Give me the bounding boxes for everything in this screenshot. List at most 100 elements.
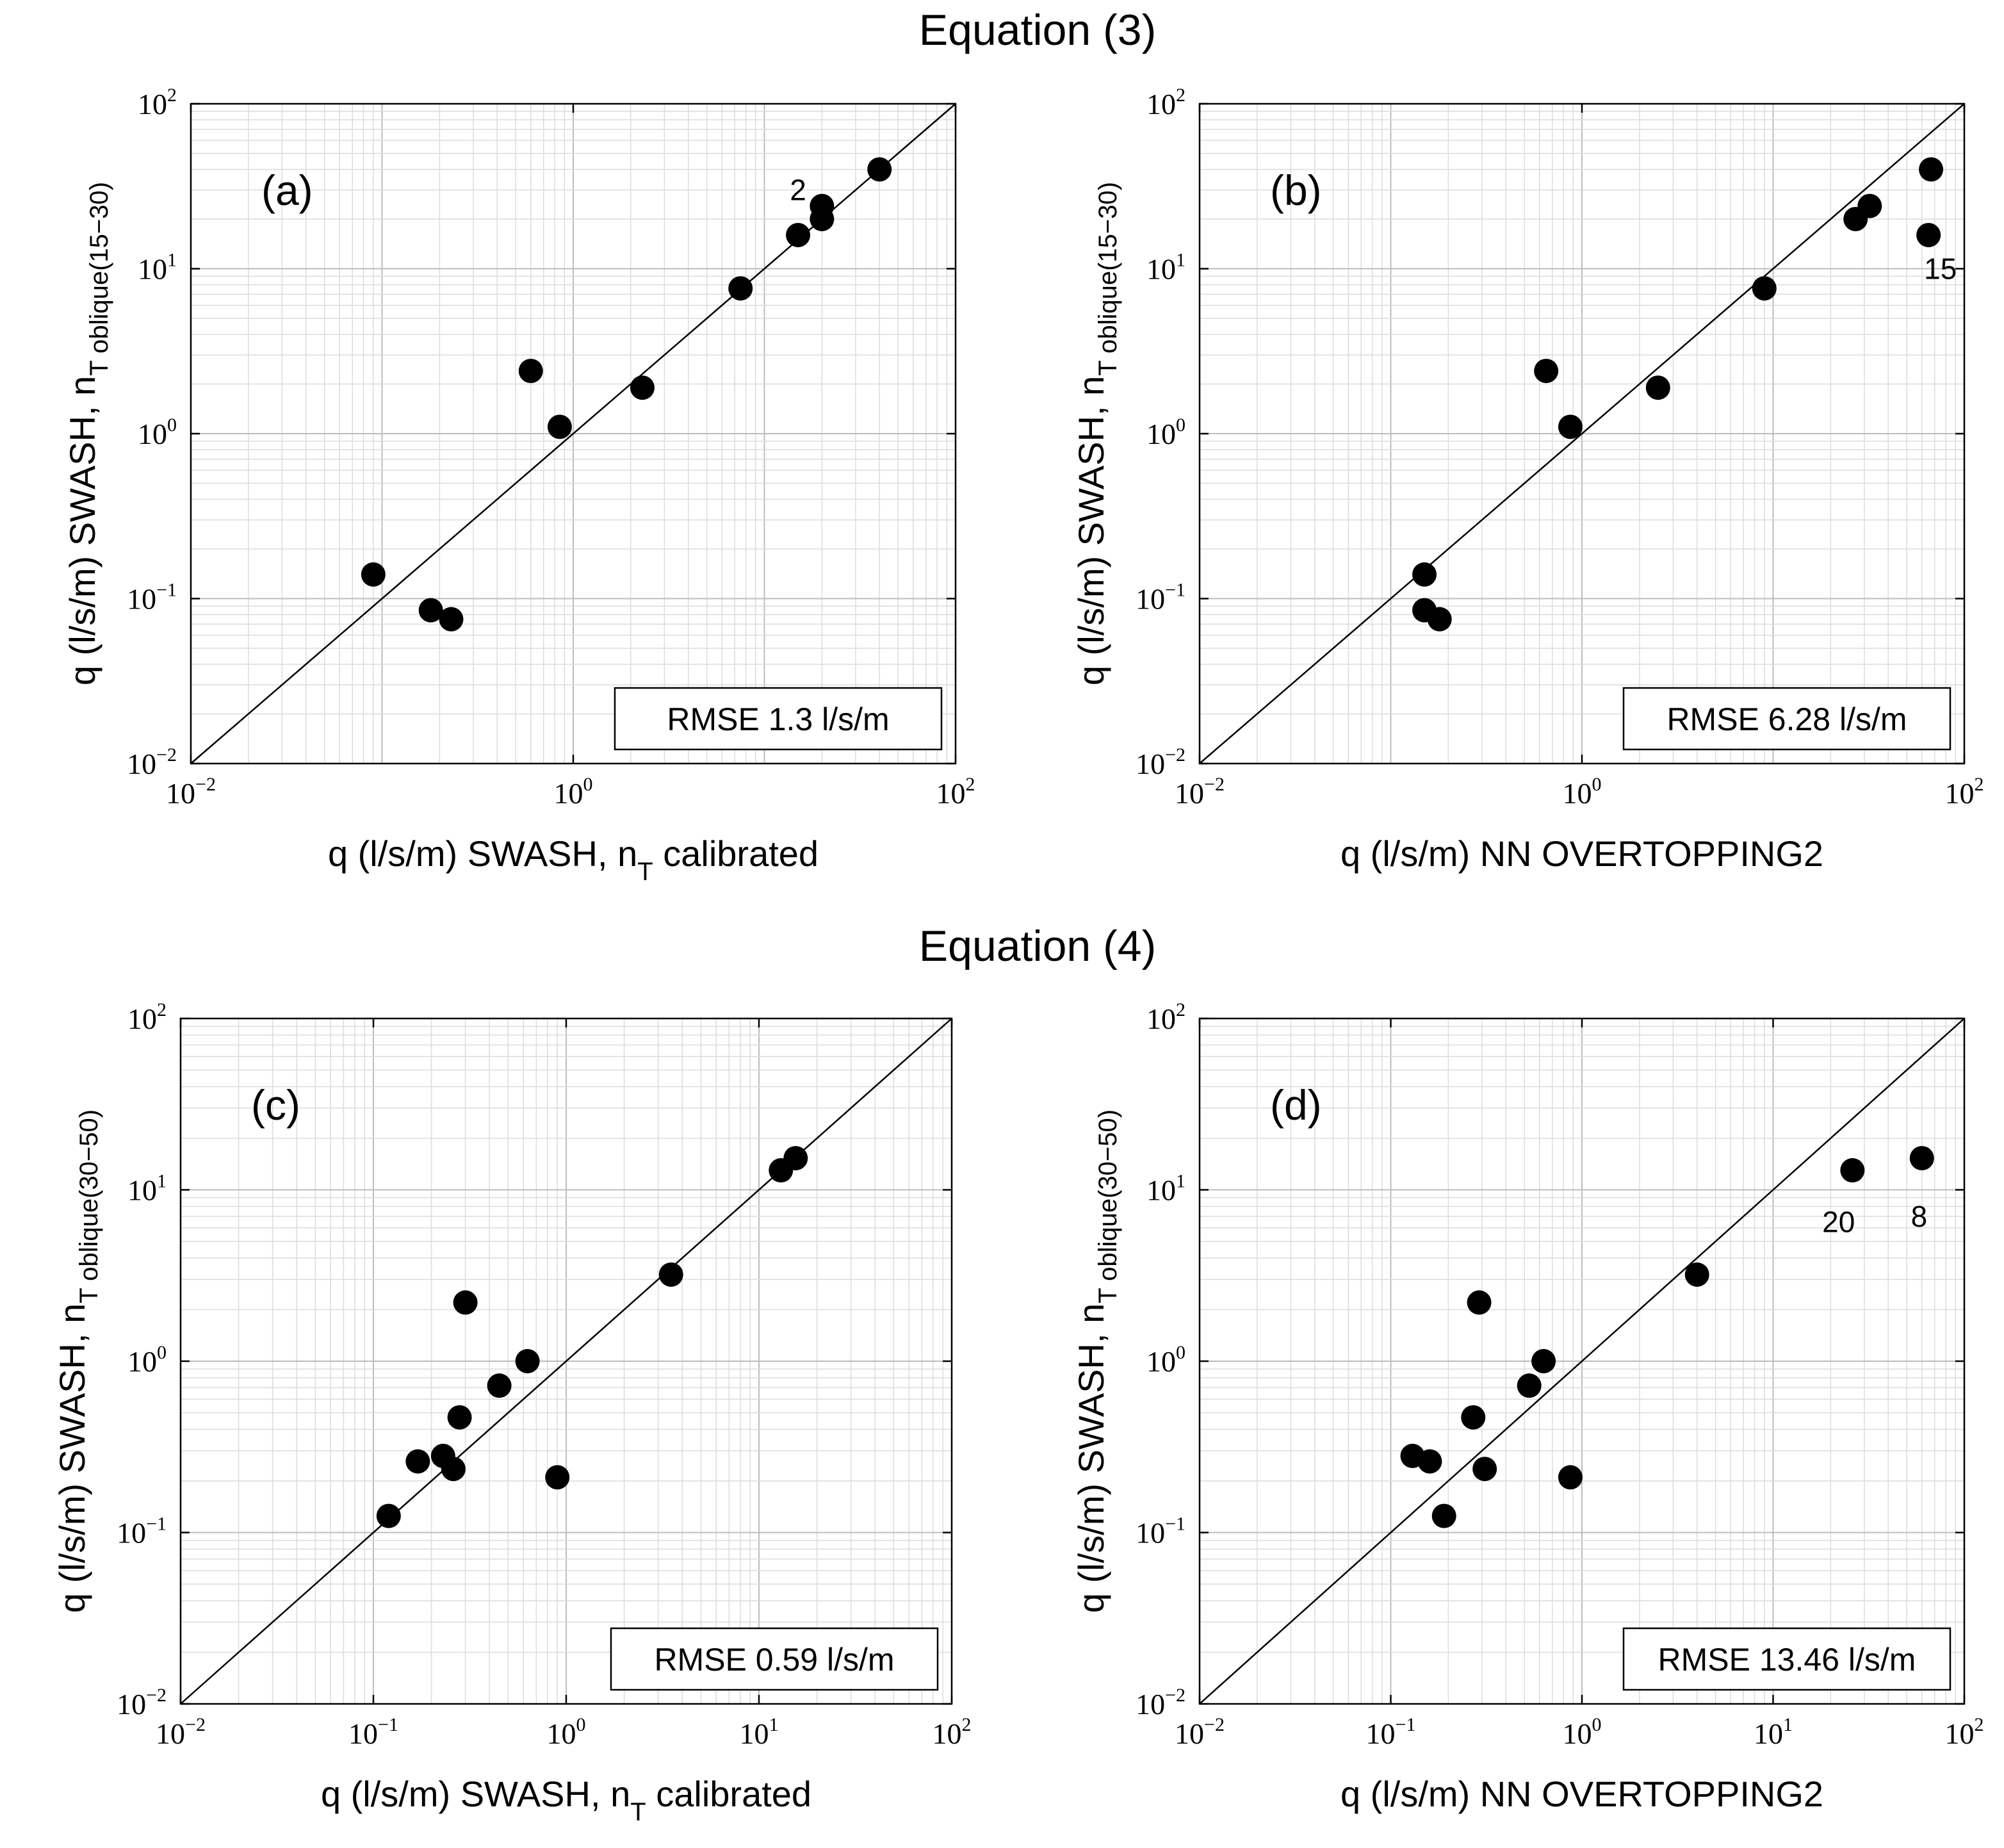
tick-base: 10 [127,748,156,780]
tick-base: 10 [1175,777,1204,810]
panel-letter: (c) [251,1081,300,1129]
y-axis-label-main: q (l/s/m) SWASH, n [1071,376,1111,685]
tick-exponent: 0 [576,1714,586,1735]
data-point [1461,1405,1486,1430]
rmse-box [1622,1627,1951,1691]
y-axis-label: q (l/s/m) SWASH, nT oblique(15−30) [1071,182,1122,685]
data-point [1752,276,1777,301]
data-point [728,276,753,301]
data-point [1558,1465,1583,1490]
tick-base: 10 [1945,1717,1975,1750]
tick-exponent: 1 [1176,250,1185,271]
y-tick-label: 101 [1146,250,1185,286]
data-point [1916,222,1941,247]
tick-exponent: 0 [167,414,177,436]
tick-base: 10 [138,418,167,450]
tick-base: 10 [1136,748,1165,780]
panel-letter: (b) [1270,167,1322,214]
tick-exponent: 2 [1975,774,1984,795]
tick-exponent: 1 [769,1714,779,1735]
tick-base: 10 [1136,583,1165,616]
x-tick-label: 100 [547,1714,586,1750]
tick-base: 10 [1146,1345,1176,1378]
data-point [439,607,464,632]
data-point [1467,1290,1492,1315]
tick-exponent: −2 [146,1685,167,1706]
data-point [418,598,443,623]
y-axis-label-subscript: T oblique(30−50) [75,1109,103,1304]
one-to-one-line [1199,1018,1965,1705]
tick-exponent: −2 [156,744,177,765]
point-annotation: 15 [1924,252,1957,286]
tick-exponent: −1 [1165,1514,1185,1535]
y-tick-label: 10−2 [117,1685,167,1721]
y-tick-label: 101 [1146,1171,1185,1207]
tick-exponent: 2 [1975,1714,1984,1735]
y-axis-label-subscript: T oblique(15−30) [1094,182,1122,376]
tick-base: 10 [1945,777,1975,810]
data-point [1645,375,1670,400]
point-annotation: 8 [1911,1200,1928,1233]
tick-base: 10 [127,583,156,616]
y-tick-label: 100 [1146,414,1185,450]
tick-base: 10 [1146,1174,1176,1207]
tick-base: 10 [166,777,195,810]
data-point [1472,1457,1497,1482]
tick-base: 10 [1146,253,1176,286]
y-tick-label: 101 [127,1171,167,1207]
data-point [361,562,386,587]
y-tick-label: 100 [1146,1342,1185,1378]
y-axis-label-main: q (l/s/m) SWASH, n [1071,1304,1111,1613]
y-tick-label: 100 [138,414,177,450]
x-tick-label: 102 [933,1714,972,1750]
y-tick-label: 102 [138,85,177,120]
data-point [376,1503,401,1528]
data-point [658,1262,683,1287]
data-point [810,193,835,218]
tick-exponent: 2 [1176,85,1185,106]
tick-exponent: −1 [156,580,177,601]
y-axis-label: q (l/s/m) SWASH, nT oblique(15−30) [62,182,113,685]
data-point [1412,562,1437,587]
tick-exponent: 0 [1592,774,1602,795]
rmse-box [610,1627,939,1691]
tick-exponent: 1 [1176,1171,1185,1192]
x-axis-label-main: q (l/s/m) NN OVERTOPPING2 [1340,1774,1823,1814]
x-axis-label: q (l/s/m) SWASH, nT calibrated [321,1774,811,1826]
data-point [867,157,892,182]
x-tick-label: 100 [554,774,593,810]
data-point [515,1349,540,1373]
x-tick-label: 10−2 [166,774,216,810]
x-tick-label: 101 [1754,1714,1793,1750]
rmse-box [1622,687,1951,751]
rmse-label: RMSE 0.59 l/s/m [654,1642,894,1678]
tick-base: 10 [138,253,167,286]
tick-base: 10 [117,1517,146,1550]
tick-base: 10 [117,1688,146,1721]
y-tick-label: 10−1 [1136,1514,1185,1550]
y-tick-label: 101 [138,250,177,286]
tick-exponent: 2 [966,774,975,795]
panel-letter: (a) [261,167,313,214]
rmse-box [614,687,943,751]
tick-exponent: −1 [378,1714,398,1735]
plot-frame [1198,102,1966,765]
data-point [1909,1146,1934,1171]
y-tick-label: 102 [127,999,167,1035]
data-point [487,1373,512,1398]
tick-base: 10 [127,1174,157,1207]
data-point [1919,157,1944,182]
x-axis-label-main: q (l/s/m) NN OVERTOPPING2 [1340,833,1823,874]
x-tick-label: 100 [1563,774,1602,810]
y-axis-label-main: q (l/s/m) SWASH, n [62,376,102,685]
y-tick-label: 10−1 [127,580,177,616]
tick-base: 10 [1146,88,1176,120]
x-tick-label: 100 [1563,1714,1602,1750]
x-tick-label: 10−2 [1175,774,1225,810]
data-point [453,1290,478,1315]
data-point [547,414,572,439]
data-point [1857,193,1882,218]
y-tick-label: 102 [1146,999,1185,1035]
point-annotation: 2 [790,174,806,207]
tick-exponent: 2 [962,1714,972,1735]
